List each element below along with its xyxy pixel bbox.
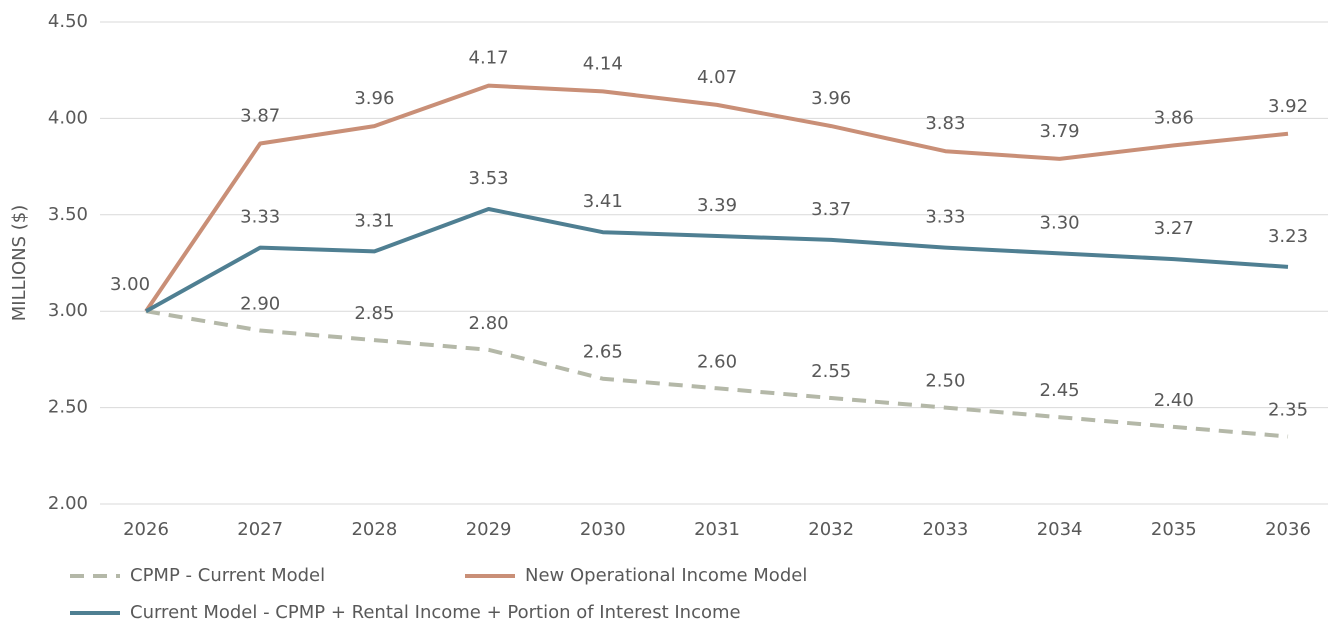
data-label: 3.27 <box>1154 218 1194 239</box>
data-label: 3.86 <box>1154 107 1194 128</box>
y-tick-label: 4.50 <box>48 11 88 32</box>
x-tick-label: 2032 <box>808 519 854 540</box>
y-tick-label: 2.50 <box>48 397 88 418</box>
y-tick-label: 2.00 <box>48 493 88 514</box>
x-tick-label: 2035 <box>1151 519 1197 540</box>
data-label: 3.96 <box>354 88 394 109</box>
data-label: 2.55 <box>811 361 851 382</box>
data-label: 3.39 <box>697 195 737 216</box>
data-label: 2.80 <box>469 313 509 334</box>
data-label: 2.45 <box>1040 380 1080 401</box>
data-label: 3.41 <box>583 191 623 212</box>
x-tick-label: 2026 <box>123 519 169 540</box>
data-label: 3.83 <box>925 113 965 134</box>
x-tick-label: 2031 <box>694 519 740 540</box>
data-label: 3.33 <box>240 207 280 228</box>
y-tick-label: 3.00 <box>48 300 88 321</box>
y-tick-label: 3.50 <box>48 204 88 225</box>
x-tick-label: 2028 <box>351 519 397 540</box>
data-label: 3.33 <box>925 207 965 228</box>
data-label: 2.35 <box>1268 400 1308 421</box>
data-label: 4.14 <box>583 53 623 74</box>
data-label: 2.65 <box>583 342 623 363</box>
data-label: 2.50 <box>925 371 965 392</box>
data-label: 3.30 <box>1040 212 1080 233</box>
data-label: 3.00 <box>110 274 150 295</box>
y-tick-label: 4.00 <box>48 107 88 128</box>
x-tick-label: 2036 <box>1265 519 1311 540</box>
data-label: 4.07 <box>697 67 737 88</box>
x-tick-label: 2029 <box>466 519 512 540</box>
data-label: 3.31 <box>354 210 394 231</box>
y-axis-label: MILLIONS ($) <box>9 205 30 321</box>
data-label: 3.37 <box>811 199 851 220</box>
data-label: 3.96 <box>811 88 851 109</box>
legend-label: CPMP - Current Model <box>130 565 325 586</box>
x-tick-label: 2033 <box>922 519 968 540</box>
series-line <box>145 207 1289 313</box>
data-label: 3.53 <box>469 168 509 189</box>
series-line <box>145 309 1289 439</box>
data-label: 2.90 <box>240 293 280 314</box>
legend-label: Current Model - CPMP + Rental Income + P… <box>130 602 741 623</box>
data-label: 3.23 <box>1268 226 1308 247</box>
x-tick-label: 2030 <box>580 519 626 540</box>
x-tick-label: 2027 <box>237 519 283 540</box>
x-tick-label: 2034 <box>1037 519 1083 540</box>
data-label: 3.87 <box>240 105 280 126</box>
series-line <box>144 83 1289 313</box>
data-label: 2.85 <box>354 303 394 324</box>
data-label: 4.17 <box>469 48 509 69</box>
legend-label: New Operational Income Model <box>525 565 807 586</box>
data-label: 2.60 <box>697 351 737 372</box>
data-label: 3.92 <box>1268 96 1308 117</box>
data-label: 2.40 <box>1154 390 1194 411</box>
data-label: 3.79 <box>1040 121 1080 142</box>
